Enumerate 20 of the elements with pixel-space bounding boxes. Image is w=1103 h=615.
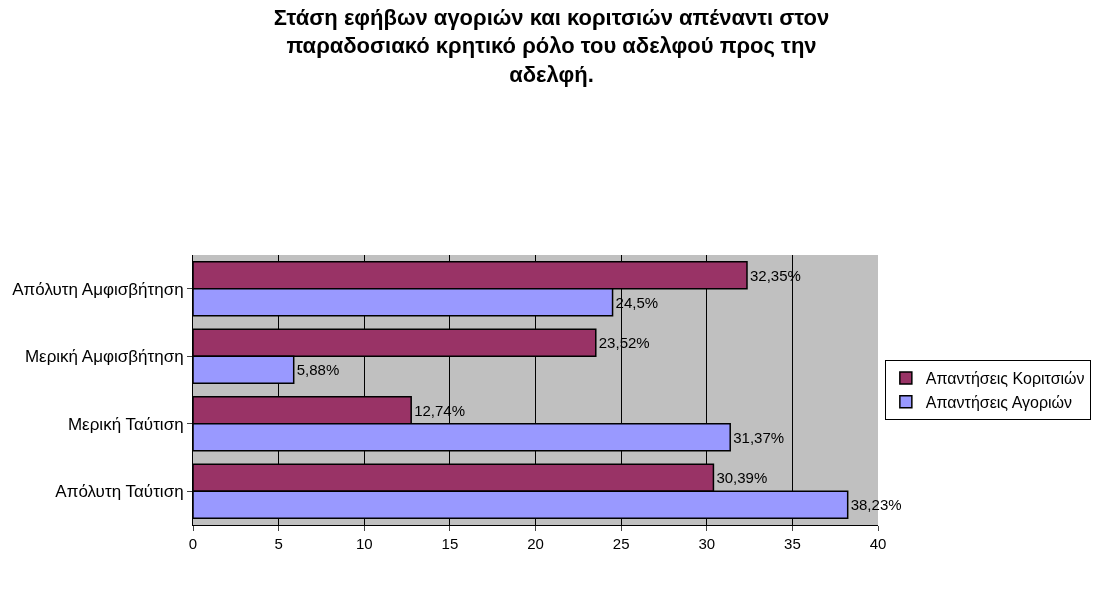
x-tick-label: 20 (527, 535, 544, 552)
x-tick-label: 10 (355, 535, 373, 552)
x-tick-label: 0 (188, 535, 198, 552)
legend-label: Απαντήσεις Αγοριών (925, 393, 1073, 411)
y-tick-label: Μερική Αμφισβήτηση (24, 347, 184, 367)
x-tick-label: 35 (784, 535, 801, 552)
x-tick-label: 5 (274, 535, 283, 552)
x-tick-label: 15 (441, 535, 459, 552)
x-tick-label: 40 (869, 535, 887, 552)
y-tick-label: Απόλυτη Αμφισβήτηση (12, 279, 184, 299)
y-tick-label: Μερική Ταύτιση (67, 414, 184, 434)
y-tick-label: Απόλυτη Ταύτιση (55, 482, 184, 502)
legend-label: Απαντήσεις Κοριτσιών (925, 370, 1085, 388)
data-label: 31,37% (733, 428, 785, 446)
data-label: 38,23% (850, 496, 902, 514)
chart-title: Στάση εφήβων αγοριών και κοριτσιών απέναντι στον παραδοσιακό κρητικό ρόλο του αδελφού προς την αδελφή. (273, 4, 830, 87)
data-label: 30,39% (716, 469, 768, 487)
x-tick-label: 25 (612, 535, 630, 552)
data-label: 5,88% (296, 361, 340, 379)
x-tick-label: 30 (698, 535, 716, 552)
